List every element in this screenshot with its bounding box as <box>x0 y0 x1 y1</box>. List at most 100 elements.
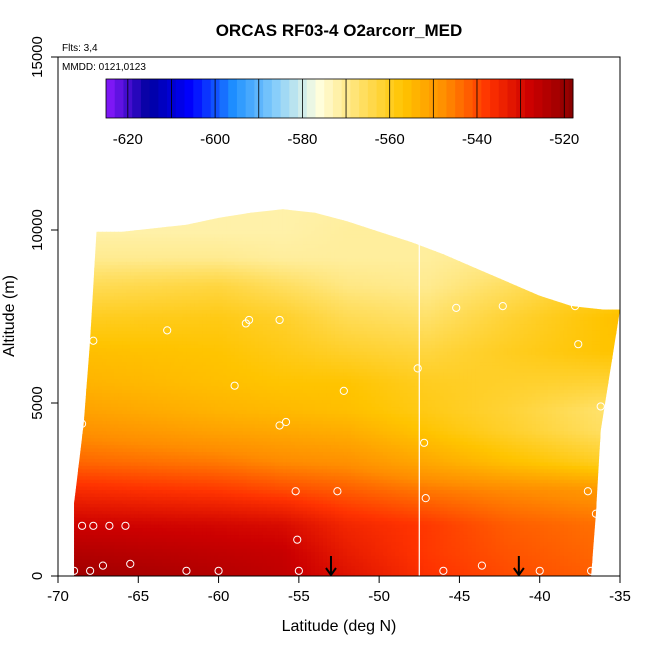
heatmap-cell <box>190 527 196 532</box>
heatmap-cell <box>238 437 244 442</box>
heatmap-cell <box>170 423 176 428</box>
heatmap-cell <box>242 288 248 293</box>
heatmap-cell <box>146 271 151 276</box>
heatmap-cell <box>242 527 248 532</box>
heatmap-cell <box>174 323 180 328</box>
heatmap-cell <box>166 371 171 376</box>
heatmap-cell <box>142 517 147 522</box>
heatmap-cell <box>146 306 151 311</box>
heatmap-cell <box>86 451 91 456</box>
heatmap-cell <box>102 517 107 522</box>
heatmap-cell <box>234 323 240 328</box>
heatmap-cell <box>146 562 151 567</box>
heatmap-cell <box>206 396 212 401</box>
heatmap-cell <box>166 520 171 525</box>
heatmap-cell <box>130 423 135 428</box>
heatmap-cell <box>158 212 163 217</box>
heatmap-cell <box>74 340 75 345</box>
heatmap-cell <box>158 403 163 408</box>
heatmap-cell <box>130 309 135 314</box>
heatmap-cell <box>218 344 224 349</box>
heatmap-cell <box>194 413 200 418</box>
heatmap-cell <box>170 354 176 359</box>
heatmap-cell <box>82 461 87 466</box>
heatmap-cell <box>138 358 143 363</box>
heatmap-cell <box>234 409 240 414</box>
heatmap-cell <box>102 306 107 311</box>
heatmap-cell <box>186 223 192 228</box>
heatmap-cell <box>114 534 119 539</box>
heatmap-cell <box>110 337 115 342</box>
heatmap-cell <box>178 309 184 314</box>
heatmap-cell <box>86 392 91 397</box>
heatmap-cell <box>126 230 131 235</box>
heatmap-cell <box>134 233 139 238</box>
heatmap-cell <box>230 347 236 352</box>
heatmap-cell <box>174 420 180 425</box>
heatmap-cell <box>134 236 139 241</box>
heatmap-cell <box>126 517 131 522</box>
heatmap-cell <box>86 524 91 529</box>
heatmap-cell <box>214 299 220 304</box>
heatmap-cell <box>218 330 224 335</box>
heatmap-cell <box>82 243 87 248</box>
heatmap-cell <box>202 503 208 508</box>
heatmap-cell <box>246 444 252 449</box>
heatmap-cell <box>150 209 155 214</box>
heatmap-cell <box>190 382 196 387</box>
heatmap-cell <box>198 437 204 442</box>
heatmap-cell <box>134 358 139 363</box>
heatmap-cell <box>174 569 180 574</box>
heatmap-cell <box>194 441 200 446</box>
heatmap-cell <box>90 486 95 491</box>
heatmap-cell <box>166 351 171 356</box>
heatmap-cell <box>94 358 99 363</box>
heatmap-cell <box>190 250 196 255</box>
heatmap-cell <box>110 361 115 366</box>
heatmap-cell <box>178 409 184 414</box>
heatmap-cell <box>162 313 167 318</box>
heatmap-cell <box>134 458 139 463</box>
heatmap-cell <box>154 555 159 560</box>
heatmap-cell <box>198 378 204 383</box>
heatmap-cell <box>194 430 200 435</box>
heatmap-cell <box>122 406 127 411</box>
heatmap-cell <box>110 406 115 411</box>
heatmap-cell <box>122 572 127 576</box>
heatmap-cell <box>198 209 204 214</box>
heatmap-cell <box>66 303 71 307</box>
heatmap-cell <box>194 396 200 401</box>
heatmap-cell <box>218 389 224 394</box>
heatmap-cell <box>242 548 248 553</box>
heatmap-cell <box>74 517 79 522</box>
heatmap-cell <box>130 319 135 325</box>
heatmap-cell <box>178 199 183 203</box>
heatmap-cell <box>118 475 123 480</box>
heatmap-cell <box>230 427 236 432</box>
heatmap-cell <box>234 302 240 307</box>
heatmap-cell <box>242 358 248 363</box>
heatmap-cell <box>158 472 163 477</box>
heatmap-cell <box>174 223 180 228</box>
heatmap-cell <box>138 434 143 439</box>
heatmap-cell <box>230 299 236 304</box>
heatmap-cell <box>90 354 95 359</box>
heatmap-cell <box>94 233 99 238</box>
heatmap-cell <box>182 486 188 491</box>
heatmap-cell <box>118 416 123 421</box>
heatmap-cell <box>154 406 159 411</box>
heatmap-cell <box>206 461 212 466</box>
heatmap-cell <box>222 316 228 321</box>
heatmap-cell <box>226 486 232 491</box>
heatmap-cell <box>234 534 240 539</box>
heatmap-cell <box>182 254 188 259</box>
heatmap-cell <box>94 527 99 532</box>
heatmap-cell <box>170 375 176 380</box>
heatmap-cell <box>118 468 123 473</box>
heatmap-cell <box>194 451 200 456</box>
heatmap-cell <box>146 492 151 498</box>
heatmap-cell <box>210 447 216 453</box>
heatmap-cell <box>110 430 115 435</box>
heatmap-cell <box>86 382 91 387</box>
heatmap-cell <box>158 230 163 235</box>
